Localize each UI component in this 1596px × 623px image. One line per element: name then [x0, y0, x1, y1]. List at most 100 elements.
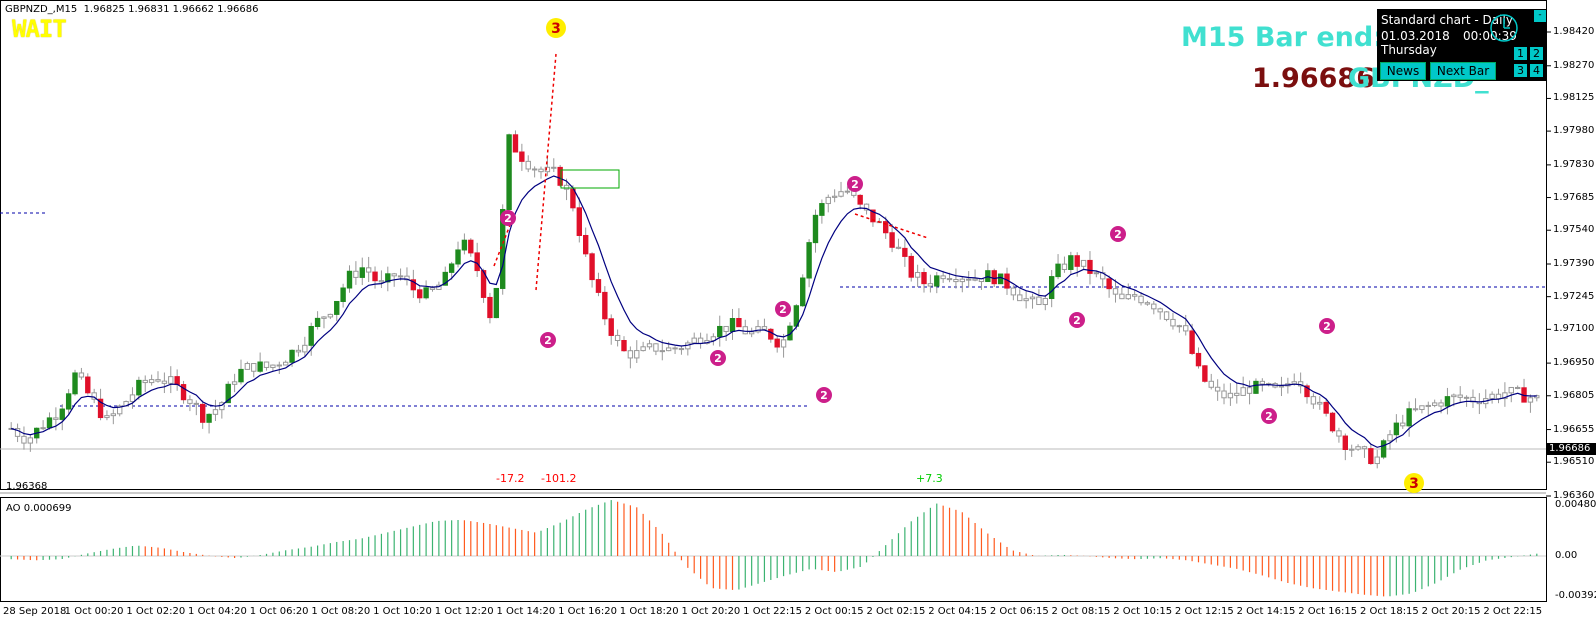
main-chart-frame: [0, 0, 1547, 490]
candle-body: [1189, 330, 1195, 354]
candle-body: [927, 283, 934, 287]
signal-marker-label: 2: [1114, 228, 1122, 241]
signal-marker-label: 2: [1073, 314, 1081, 327]
candle-body: [729, 318, 736, 332]
time-axis-label: 1 Oct 04:20: [188, 606, 247, 617]
candle-body: [1380, 440, 1387, 458]
candle-body: [1253, 380, 1259, 394]
candle-body: [640, 346, 646, 352]
candle-body: [417, 289, 423, 299]
candle-body: [997, 273, 1004, 285]
time-axis-label: 2 Oct 16:15: [1298, 606, 1358, 617]
markers: 3 3 2 2 2 2 2 2 2 2 2 2: [500, 18, 1424, 493]
candle-body: [1342, 435, 1349, 451]
candle-body: [627, 350, 634, 359]
candle-body: [308, 325, 314, 346]
next-bar-button[interactable]: Next Bar: [1430, 62, 1496, 80]
candle-body: [1374, 456, 1380, 465]
panel-minimize-button[interactable]: -: [1534, 10, 1546, 22]
time-axis-label: 2 Oct 22:15: [1483, 606, 1543, 617]
signal-marker-label: 3: [551, 21, 561, 37]
candle-body: [825, 196, 831, 205]
ao-axis-zero: 0.00: [1555, 550, 1578, 561]
highlight-box: [560, 169, 620, 189]
candle-body: [1170, 318, 1176, 327]
candle-body: [59, 408, 65, 420]
candle-body: [1317, 401, 1323, 405]
time-axis-label: 1 Oct 08:20: [311, 606, 371, 617]
panel-button-4[interactable]: 4: [1529, 63, 1544, 78]
candle-body: [372, 271, 378, 282]
candle-body: [1323, 401, 1329, 414]
candle-body: [519, 151, 525, 162]
candle-body: [493, 287, 500, 319]
panel-button-1[interactable]: 1: [1513, 46, 1528, 61]
big-price-display: 1.96686: [1252, 63, 1375, 94]
candle-body: [423, 287, 429, 299]
time-axis-label: 1 Oct 00:20: [64, 606, 124, 617]
candle-body: [442, 271, 448, 286]
candle-body: [653, 343, 659, 352]
candle-body: [1387, 434, 1393, 442]
panel-button-2[interactable]: 2: [1529, 46, 1544, 61]
stat-value: +7.3: [916, 472, 943, 485]
candle-body: [608, 318, 614, 336]
candle-body: [200, 403, 206, 423]
candle-body: [270, 364, 276, 368]
candle-body: [180, 384, 187, 401]
price-axis-label: 1.96950: [1553, 357, 1595, 369]
time-axis-label: 2 Oct 18:15: [1359, 606, 1419, 617]
candle-body: [774, 338, 780, 348]
candle-body: [129, 394, 136, 403]
candle-body: [1106, 278, 1112, 290]
candle-body: [634, 350, 640, 359]
candle-body: [1061, 263, 1068, 270]
time-axis-label: 1 Oct 22:15: [743, 606, 802, 617]
moving-average-line: [11, 175, 1537, 448]
candle-body: [1029, 296, 1036, 300]
candle-body: [385, 273, 391, 283]
signal-marker: [816, 387, 832, 403]
candle-body: [1431, 402, 1438, 406]
news-button[interactable]: News: [1380, 62, 1426, 80]
candle-body: [474, 252, 480, 272]
ao-axis-min: -0.003925: [1555, 590, 1596, 601]
candle-body: [819, 203, 825, 216]
candle-body: [397, 275, 404, 278]
candle-body: [85, 376, 91, 394]
price-axis-ticks: [1546, 31, 1551, 497]
price-axis-label: 1.96360: [1553, 490, 1595, 501]
time-axis-label: 1 Oct 16:20: [558, 606, 617, 617]
candle-body: [736, 318, 742, 328]
candle-body: [812, 214, 819, 244]
panel-time: 00:00:39: [1463, 29, 1517, 43]
candle-body: [1444, 396, 1451, 407]
candle-body: [1502, 392, 1508, 400]
candle-body: [966, 278, 972, 281]
candle-body: [391, 273, 397, 277]
candle-body: [353, 270, 359, 278]
candle-body: [334, 300, 340, 315]
time-axis-label: 2 Oct 20:15: [1421, 606, 1481, 617]
candle-body: [46, 417, 53, 429]
candle-body: [206, 413, 212, 423]
candle-body: [1234, 392, 1240, 396]
candle-body: [538, 168, 544, 173]
signal-marker: [710, 350, 726, 366]
candle-body: [257, 361, 263, 372]
candles: [8, 130, 1540, 469]
signal-marker: [1404, 473, 1424, 493]
signal-marker-label: 2: [714, 352, 722, 365]
stat-value: -101.2: [541, 472, 577, 485]
price-axis-label: 1.97685: [1553, 191, 1595, 203]
candle-body: [557, 166, 563, 186]
candle-body: [289, 349, 295, 363]
stat-value: -17.2: [496, 472, 525, 485]
time-axis-label: 2 Oct 04:15: [928, 606, 988, 617]
candle-body: [780, 339, 787, 348]
panel-button-3[interactable]: 3: [1513, 63, 1528, 78]
candle-body: [1138, 295, 1144, 304]
candle-body: [1240, 387, 1246, 396]
candle-body: [717, 325, 723, 338]
